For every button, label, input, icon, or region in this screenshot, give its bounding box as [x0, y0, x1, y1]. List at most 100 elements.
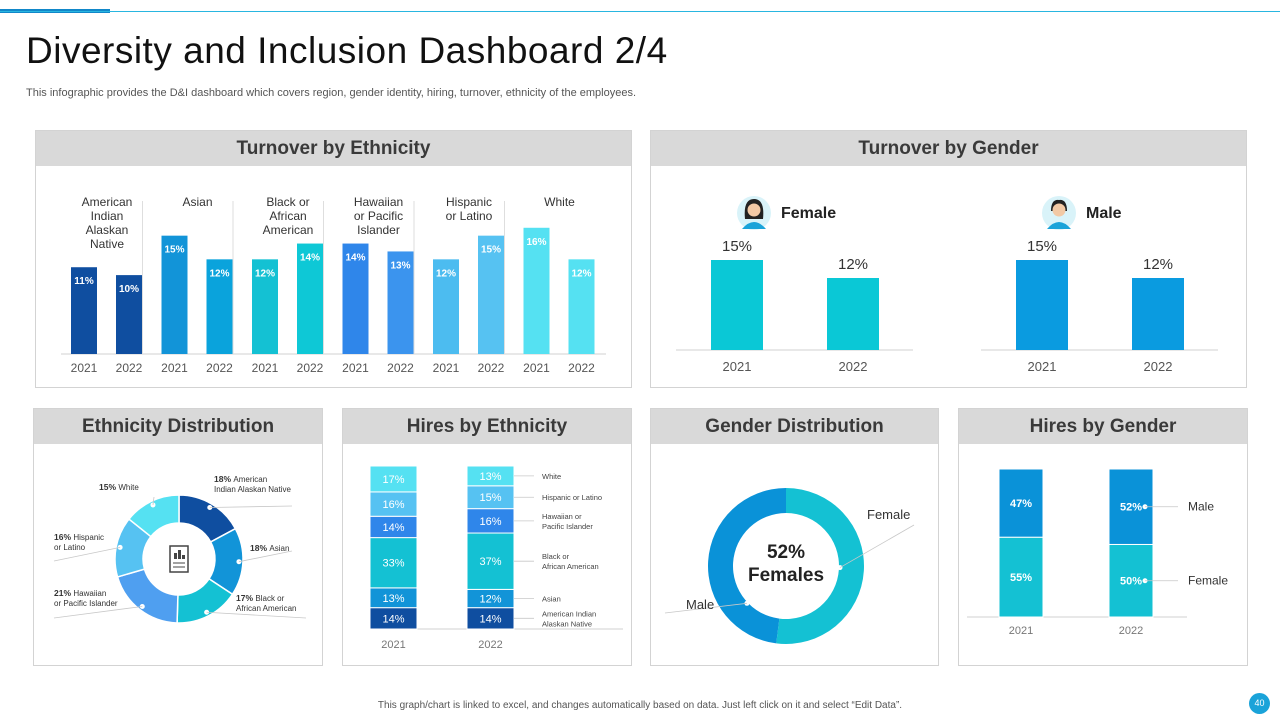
turnover-bar	[342, 243, 369, 354]
turnover-gender-bar	[827, 278, 879, 350]
legend-label: Hispanic or Latino	[542, 493, 602, 502]
avatar-body-icon	[1047, 222, 1071, 229]
turnover-bar	[387, 251, 414, 354]
avatar-body-icon	[742, 222, 766, 229]
gender-distribution-title: Gender Distribution	[651, 409, 938, 444]
turnover-by-gender-title: Turnover by Gender	[651, 131, 1246, 166]
slice-desc-line2: or Pacific Islander	[54, 599, 118, 608]
slice-desc: White	[118, 483, 139, 492]
slice-label: 18% American	[214, 474, 267, 484]
report-icon-bar	[174, 553, 177, 559]
segment-value-label: 16%	[479, 516, 501, 528]
slice-label: 18% Asian	[250, 543, 289, 553]
year-tick-label: 2021	[381, 639, 405, 651]
leader-line	[53, 547, 121, 562]
turnover-bar	[161, 235, 188, 354]
segment-value-label: 55%	[1010, 572, 1032, 584]
bar-value-label: 11%	[74, 276, 94, 287]
group-label: American	[263, 223, 314, 237]
bar-value-label: 12%	[838, 256, 868, 273]
bar-value-label: 12%	[209, 268, 229, 279]
page-subtitle: This infographic provides the D&I dashbo…	[26, 87, 637, 99]
hires-by-ethnicity-chart[interactable]: 14% 13% 33% 14% 16% 17% 2021 14% 12% 37% 16% 15% 13%…	[343, 409, 631, 665]
slice-desc-line2: Indian Alaskan Native	[214, 485, 291, 494]
leader-line	[53, 606, 143, 619]
group-label: Indian	[91, 209, 124, 223]
year-tick-label: 2021	[723, 359, 752, 374]
group-label: Hawaiian	[354, 195, 403, 209]
segment-value-label: 14%	[479, 613, 501, 625]
bar-value-label: 12%	[436, 268, 456, 279]
leader-line	[238, 550, 293, 563]
year-tick-label: 2021	[433, 361, 460, 375]
leader-line	[206, 611, 307, 619]
legend-label: Alaskan Native	[542, 619, 592, 628]
year-tick-label: 2021	[161, 361, 188, 375]
group-label: White	[544, 195, 575, 209]
segment-value-label: 14%	[382, 522, 404, 534]
hires-by-gender-chart[interactable]: 55% 47% 2021 50% 52% 2022 Female Male	[959, 409, 1247, 665]
bar-value-label: 15%	[164, 245, 184, 256]
bar-value-label: 12%	[255, 268, 275, 279]
report-icon-bar	[182, 555, 185, 559]
turnover-by-gender-chart[interactable]: Female 15% 2021 12% 2022 Male 15% 2021 12% 2022	[651, 131, 1246, 387]
group-label: Islander	[357, 223, 400, 237]
avatar-face-icon	[1052, 203, 1066, 217]
slice-label: 15% White	[99, 482, 139, 492]
turnover-bar	[206, 259, 233, 354]
slice-percent: 18%	[214, 474, 233, 484]
year-tick-label: 2021	[1009, 625, 1033, 637]
avatar-face-icon	[747, 203, 761, 217]
slice-desc: Black or	[255, 594, 284, 603]
turnover-bar	[568, 259, 595, 354]
slice-label: 16% Hispanic	[54, 532, 104, 542]
segment-value-label: 37%	[479, 556, 501, 568]
year-tick-label: 2022	[478, 639, 502, 651]
hires-ethnicity-segment	[369, 537, 418, 589]
year-tick-label: 2021	[523, 361, 550, 375]
report-icon-bar	[178, 550, 181, 559]
segment-value-label: 14%	[382, 613, 404, 625]
page-number: 40	[1249, 693, 1270, 714]
ethnicity-distribution-panel: 18% American Indian Alaskan Native 18% Asi…	[33, 408, 323, 666]
legend-label: White	[542, 472, 561, 481]
gender-distribution-chart[interactable]: Female Male 52%Females	[651, 409, 938, 665]
group-label: or Pacific	[354, 209, 403, 223]
slice-percent: 21%	[54, 588, 73, 598]
slice-desc: Asian	[269, 544, 289, 553]
segment-value-label: 52%	[1120, 502, 1142, 514]
bar-value-label: 12%	[571, 268, 591, 279]
turnover-bar	[433, 259, 459, 354]
segment-value-label: 47%	[1010, 498, 1032, 510]
hires-by-ethnicity-title: Hires by Ethnicity	[343, 409, 631, 444]
hires-by-gender-title: Hires by Gender	[959, 409, 1247, 444]
hires-gender-segment	[998, 536, 1044, 618]
top-rule	[0, 11, 1280, 12]
slice-percent: 16%	[54, 532, 73, 542]
turnover-bar	[71, 267, 97, 354]
turnover-gender-bar	[1132, 278, 1184, 350]
year-tick-label: 2022	[1119, 625, 1143, 637]
turnover-gender-bar	[711, 260, 763, 350]
gender-slice	[776, 488, 864, 644]
hires-ethnicity-segment	[369, 465, 418, 493]
legend-label: Male	[1188, 500, 1214, 514]
slice-percent: 17%	[236, 593, 255, 603]
group-label: Black or	[266, 195, 309, 209]
bar-value-label: 15%	[1027, 238, 1057, 255]
slice-desc-line2: African American	[236, 604, 296, 613]
group-label: Alaskan	[86, 223, 129, 237]
group-label: African	[269, 209, 306, 223]
year-tick-label: 2021	[71, 361, 98, 375]
year-tick-label: 2021	[1028, 359, 1057, 374]
legend-label: Pacific Islander	[542, 522, 593, 531]
turnover-by-gender-panel: Female 15% 2021 12% 2022 Male 15% 2021 12% 2022 T…	[650, 130, 1247, 388]
bar-value-label: 10%	[119, 284, 139, 295]
gender-label: Female	[781, 205, 836, 222]
segment-value-label: 17%	[382, 474, 404, 486]
year-tick-label: 2022	[206, 361, 233, 375]
legend-label: African American	[542, 562, 599, 571]
turnover-by-ethnicity-chart[interactable]: AmericanIndianAlaskanNative11%202110%202…	[36, 131, 631, 387]
group-label: or Latino	[446, 209, 493, 223]
